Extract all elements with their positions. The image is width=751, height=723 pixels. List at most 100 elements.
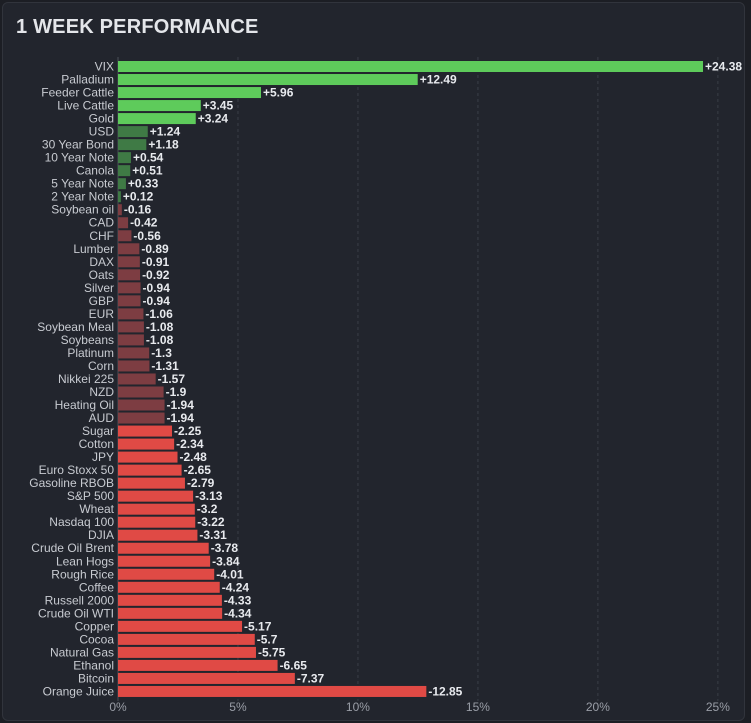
category-label: Gold bbox=[89, 112, 114, 126]
category-label: CHF bbox=[89, 229, 114, 243]
data-label: +24.38 bbox=[705, 60, 742, 74]
data-label: -1.94 bbox=[167, 398, 195, 412]
data-label: -1.31 bbox=[151, 359, 179, 373]
bar bbox=[118, 568, 215, 580]
data-label: -2.34 bbox=[176, 437, 204, 451]
bar bbox=[118, 386, 164, 398]
bar bbox=[118, 503, 195, 515]
bar bbox=[118, 360, 150, 372]
bar bbox=[118, 282, 141, 294]
data-label: -0.92 bbox=[142, 268, 170, 282]
category-label: Gasoline RBOB bbox=[29, 476, 114, 490]
data-label: -6.65 bbox=[280, 658, 308, 672]
data-label: -3.13 bbox=[195, 489, 223, 503]
data-label: -1.9 bbox=[166, 385, 187, 399]
category-label: Orange Juice bbox=[43, 684, 115, 698]
data-label: -1.3 bbox=[151, 346, 172, 360]
data-label: -1.57 bbox=[158, 372, 186, 386]
category-label: Rough Rice bbox=[51, 567, 114, 581]
bar bbox=[118, 555, 211, 567]
x-tick-label: 0% bbox=[109, 700, 127, 714]
category-label: Crude Oil WTI bbox=[38, 606, 114, 620]
bar bbox=[118, 269, 141, 281]
bar bbox=[118, 659, 278, 671]
category-label: VIX bbox=[95, 60, 114, 74]
category-label: Live Cattle bbox=[57, 99, 114, 113]
category-label: GBP bbox=[89, 294, 114, 308]
category-label: Nasdaq 100 bbox=[49, 515, 114, 529]
bar bbox=[118, 477, 185, 489]
category-label: 10 Year Note bbox=[45, 151, 115, 165]
bar bbox=[118, 230, 132, 242]
category-label: Lumber bbox=[73, 242, 114, 256]
category-label: 30 Year Bond bbox=[42, 138, 114, 152]
category-label: NZD bbox=[89, 385, 114, 399]
data-label: -3.78 bbox=[211, 541, 239, 555]
data-label: -0.89 bbox=[141, 242, 169, 256]
bar bbox=[118, 490, 194, 502]
data-label: -2.48 bbox=[180, 450, 208, 464]
bar bbox=[118, 451, 178, 463]
bar bbox=[118, 516, 196, 528]
data-label: -0.94 bbox=[143, 294, 171, 308]
category-label: Ethanol bbox=[73, 658, 114, 672]
bar bbox=[118, 633, 255, 645]
category-label: 5 Year Note bbox=[51, 177, 114, 191]
category-label: Coffee bbox=[79, 580, 114, 594]
category-label: Oats bbox=[89, 268, 114, 282]
bar bbox=[118, 607, 223, 619]
chart-title: 1 WEEK PERFORMANCE bbox=[16, 16, 259, 38]
category-label: DJIA bbox=[88, 528, 114, 542]
data-label: -1.08 bbox=[146, 320, 174, 334]
category-label: Corn bbox=[88, 359, 114, 373]
bar bbox=[118, 399, 165, 411]
bar bbox=[118, 412, 165, 424]
bar bbox=[118, 152, 131, 164]
category-label: Copper bbox=[75, 619, 114, 633]
category-label: Feeder Cattle bbox=[41, 86, 114, 100]
data-label: +3.24 bbox=[198, 112, 229, 126]
data-label: -3.31 bbox=[199, 528, 227, 542]
data-label: -3.84 bbox=[212, 554, 240, 568]
data-label: -2.79 bbox=[187, 476, 215, 490]
bar bbox=[118, 204, 122, 216]
category-label: Silver bbox=[84, 281, 114, 295]
bar bbox=[118, 61, 703, 72]
category-label: DAX bbox=[89, 255, 114, 269]
data-label: -2.25 bbox=[174, 424, 202, 438]
data-label: -3.2 bbox=[197, 502, 218, 516]
data-label: -1.08 bbox=[146, 333, 174, 347]
bar bbox=[118, 87, 262, 99]
data-label: -4.01 bbox=[216, 567, 244, 581]
x-tick-label: 5% bbox=[229, 700, 247, 714]
data-label: -0.91 bbox=[142, 255, 170, 269]
data-label: -0.16 bbox=[124, 203, 152, 217]
data-label: -1.94 bbox=[167, 411, 195, 425]
data-label: -1.06 bbox=[145, 307, 173, 321]
category-label: Lean Hogs bbox=[56, 554, 114, 568]
bar bbox=[118, 425, 172, 437]
x-tick-label: 20% bbox=[586, 700, 610, 714]
bar bbox=[118, 126, 148, 138]
bar bbox=[118, 529, 198, 541]
category-label: Nikkei 225 bbox=[58, 372, 114, 386]
data-label: +1.18 bbox=[148, 138, 179, 152]
category-label: EUR bbox=[89, 307, 115, 321]
bar bbox=[118, 113, 196, 125]
category-label: Soybeans bbox=[61, 333, 114, 347]
data-label: -0.42 bbox=[130, 216, 158, 230]
data-label: -4.34 bbox=[224, 606, 252, 620]
category-label: Soybean oil bbox=[51, 203, 114, 217]
category-label: Russell 2000 bbox=[45, 593, 115, 607]
bar bbox=[118, 373, 156, 385]
bar bbox=[118, 672, 295, 684]
data-label: +0.51 bbox=[132, 164, 163, 178]
bar bbox=[118, 438, 175, 450]
bar bbox=[118, 217, 129, 229]
bar bbox=[118, 178, 126, 190]
category-label: AUD bbox=[89, 411, 115, 425]
bar bbox=[118, 542, 209, 554]
data-label: -0.56 bbox=[133, 229, 161, 243]
x-tick-label: 10% bbox=[346, 700, 370, 714]
data-label: -2.65 bbox=[184, 463, 212, 477]
